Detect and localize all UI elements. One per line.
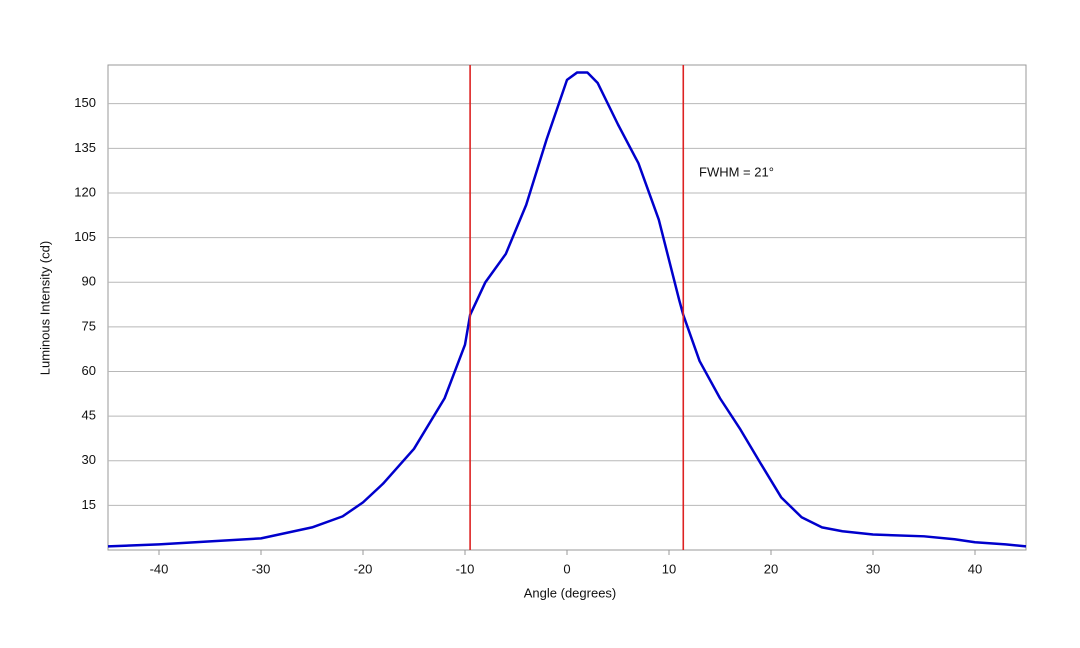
x-tick-label: -40 [150, 561, 169, 576]
y-tick-label: 90 [82, 274, 96, 289]
y-tick-label: 150 [74, 95, 96, 110]
y-tick-label: 135 [74, 140, 96, 155]
plot-area [107, 64, 1027, 551]
y-tick-label: 30 [82, 452, 96, 467]
x-axis-label: Angle (degrees) [524, 585, 617, 600]
x-tick-label: 30 [866, 561, 880, 576]
y-tick-label: 45 [82, 408, 96, 423]
y-tick-label: 105 [74, 229, 96, 244]
y-tick-label: 60 [82, 363, 96, 378]
x-tick-label: -10 [456, 561, 475, 576]
x-tick-label: 0 [563, 561, 570, 576]
y-tick-label: 75 [82, 318, 96, 333]
y-axis-label: Luminous Intensity (cd) [37, 241, 52, 375]
y-tick-label: 120 [74, 184, 96, 199]
x-tick-label: -30 [252, 561, 271, 576]
x-tick-label: 10 [662, 561, 676, 576]
x-tick-label: -20 [354, 561, 373, 576]
y-tick-label: 15 [82, 497, 96, 512]
data-line [107, 71, 1027, 548]
annotation: FWHM = 21° [699, 164, 774, 179]
x-tick-label: 20 [764, 561, 778, 576]
x-tick-label: 40 [968, 561, 982, 576]
